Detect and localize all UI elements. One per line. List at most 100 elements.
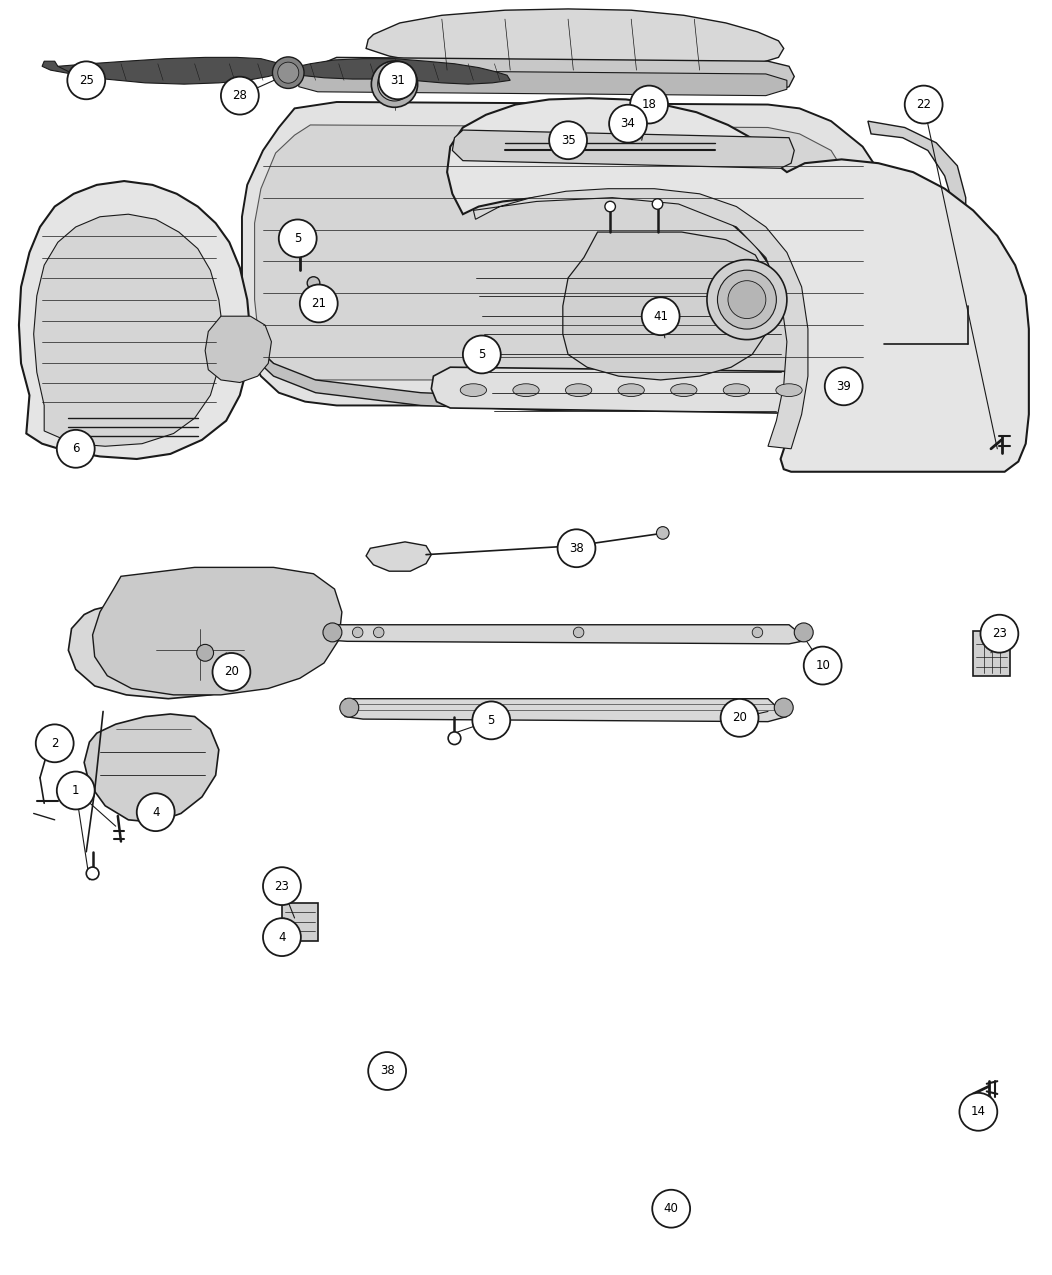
- Text: 23: 23: [992, 627, 1007, 640]
- Ellipse shape: [618, 384, 644, 397]
- Text: 2: 2: [50, 737, 59, 750]
- Circle shape: [652, 1190, 690, 1228]
- Text: 5: 5: [478, 348, 486, 361]
- Circle shape: [378, 68, 411, 101]
- Circle shape: [213, 653, 250, 691]
- Ellipse shape: [461, 384, 486, 397]
- Circle shape: [794, 623, 813, 641]
- Text: 31: 31: [390, 74, 405, 87]
- Polygon shape: [242, 102, 894, 405]
- Circle shape: [774, 699, 793, 717]
- Text: 14: 14: [971, 1105, 986, 1118]
- Polygon shape: [313, 57, 794, 93]
- Polygon shape: [19, 181, 250, 459]
- Text: 10: 10: [815, 659, 830, 672]
- Circle shape: [371, 61, 418, 107]
- Polygon shape: [282, 903, 318, 941]
- Circle shape: [605, 201, 615, 212]
- Text: 6: 6: [72, 442, 80, 455]
- Polygon shape: [366, 542, 431, 571]
- Circle shape: [573, 627, 584, 638]
- Circle shape: [373, 627, 384, 638]
- Text: 38: 38: [380, 1065, 394, 1077]
- Text: 22: 22: [916, 98, 931, 111]
- Polygon shape: [973, 631, 1010, 676]
- Circle shape: [340, 699, 359, 717]
- Polygon shape: [42, 57, 284, 84]
- Polygon shape: [205, 316, 271, 382]
- Circle shape: [36, 724, 74, 762]
- Ellipse shape: [513, 384, 540, 397]
- Polygon shape: [84, 714, 219, 822]
- Circle shape: [197, 644, 214, 662]
- Ellipse shape: [776, 384, 802, 397]
- Text: 41: 41: [653, 310, 668, 323]
- Circle shape: [278, 62, 299, 83]
- Circle shape: [368, 1052, 406, 1090]
- Circle shape: [67, 61, 105, 99]
- Circle shape: [352, 627, 363, 638]
- Text: 34: 34: [621, 117, 635, 130]
- Polygon shape: [366, 9, 784, 74]
- Polygon shape: [147, 625, 252, 682]
- Circle shape: [384, 74, 405, 94]
- Circle shape: [472, 701, 510, 739]
- Circle shape: [558, 131, 574, 149]
- Circle shape: [825, 367, 863, 405]
- Polygon shape: [93, 567, 342, 695]
- Circle shape: [905, 85, 943, 124]
- Text: 23: 23: [275, 880, 289, 892]
- Circle shape: [804, 646, 842, 685]
- Polygon shape: [255, 125, 857, 380]
- Circle shape: [263, 918, 301, 956]
- Polygon shape: [286, 59, 510, 84]
- Circle shape: [656, 527, 669, 539]
- Circle shape: [752, 627, 763, 638]
- Circle shape: [728, 280, 766, 319]
- Circle shape: [448, 732, 461, 745]
- Polygon shape: [299, 70, 787, 96]
- Text: 20: 20: [732, 711, 747, 724]
- Text: 18: 18: [642, 98, 656, 111]
- Circle shape: [717, 270, 776, 329]
- Circle shape: [300, 284, 338, 323]
- Circle shape: [609, 105, 647, 143]
- Text: 1: 1: [72, 784, 80, 797]
- Circle shape: [630, 85, 668, 124]
- Circle shape: [272, 57, 304, 88]
- Polygon shape: [473, 189, 808, 449]
- Circle shape: [721, 699, 758, 737]
- Text: 5: 5: [294, 232, 302, 245]
- Circle shape: [558, 529, 595, 567]
- Circle shape: [549, 121, 587, 159]
- Text: 39: 39: [836, 380, 851, 393]
- Polygon shape: [563, 232, 770, 380]
- Circle shape: [652, 199, 663, 209]
- Text: 20: 20: [224, 666, 239, 678]
- Polygon shape: [68, 589, 303, 699]
- Polygon shape: [452, 130, 794, 168]
- Circle shape: [279, 219, 317, 258]
- Circle shape: [295, 240, 305, 250]
- Text: 28: 28: [232, 89, 247, 102]
- Circle shape: [221, 76, 259, 115]
- Polygon shape: [328, 625, 808, 644]
- Text: 4: 4: [151, 806, 160, 819]
- Circle shape: [57, 771, 95, 810]
- Polygon shape: [250, 342, 886, 411]
- Circle shape: [57, 430, 95, 468]
- Polygon shape: [861, 121, 966, 363]
- Polygon shape: [431, 367, 886, 414]
- Circle shape: [707, 260, 787, 339]
- Circle shape: [137, 793, 175, 831]
- Circle shape: [86, 867, 99, 880]
- Circle shape: [642, 297, 680, 335]
- Text: 38: 38: [569, 542, 584, 555]
- Circle shape: [379, 61, 417, 99]
- Circle shape: [323, 623, 342, 641]
- Text: 21: 21: [311, 297, 326, 310]
- Text: 5: 5: [487, 714, 495, 727]
- Circle shape: [263, 867, 301, 905]
- Circle shape: [307, 277, 320, 289]
- Text: 4: 4: [278, 931, 286, 944]
